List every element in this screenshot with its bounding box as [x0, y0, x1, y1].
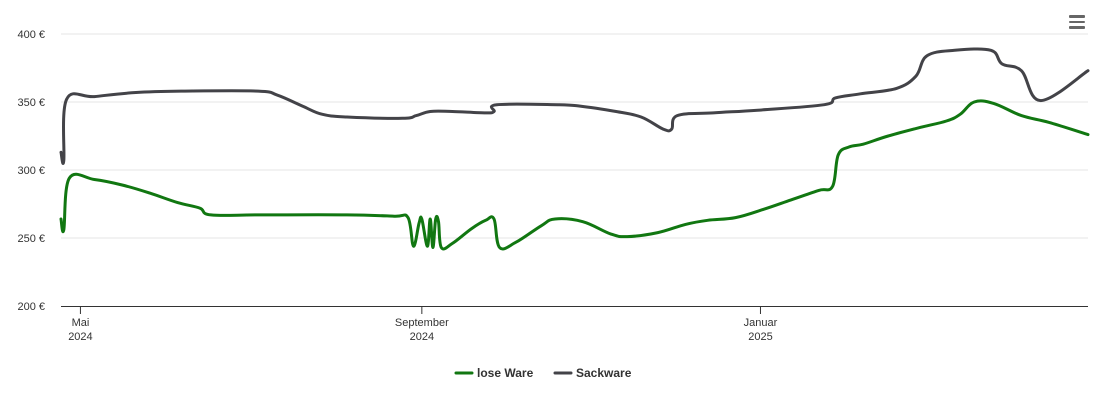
x-tick-label: Mai 2024 — [68, 317, 92, 343]
menu-icon[interactable] — [1066, 12, 1088, 32]
legend-item-sackware[interactable]: Sackware — [553, 366, 632, 380]
x-tick-label: September 2024 — [395, 317, 449, 343]
x-axis: Mai 2024 September 2024 Januar 2025 — [61, 306, 1088, 343]
y-tick-label: 300 € — [17, 165, 45, 177]
legend-label: lose Ware — [477, 366, 534, 380]
series-line-sackware — [59, 47, 1090, 165]
y-tick-label: 400 € — [17, 29, 45, 41]
legend-label: Sackware — [576, 366, 632, 380]
series-line-lose-ware — [59, 99, 1090, 251]
series-lines — [59, 47, 1090, 251]
y-tick-label: 200 € — [17, 301, 45, 313]
legend: lose Ware Sackware — [454, 366, 632, 380]
x-tick-label: Januar 2025 — [744, 317, 778, 343]
y-axis: 200 € 250 € 300 € 350 € 400 € — [17, 29, 45, 313]
y-tick-label: 350 € — [17, 97, 45, 109]
legend-item-lose-ware[interactable]: lose Ware — [454, 366, 534, 380]
y-tick-label: 250 € — [17, 233, 45, 245]
gridlines — [61, 33, 1088, 239]
